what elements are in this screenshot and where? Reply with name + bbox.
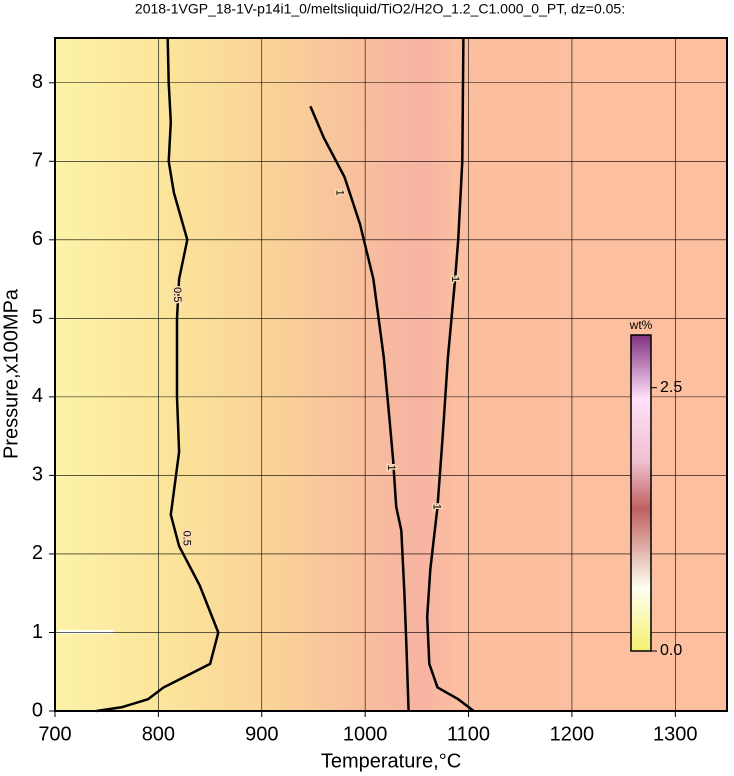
x-tick-label: 800	[142, 723, 175, 745]
x-axis-label: Temperature,°C	[321, 750, 461, 772]
x-tick-label: 1200	[550, 723, 595, 745]
y-tick-label: 4	[32, 385, 43, 407]
colorbar	[630, 334, 652, 652]
y-tick-label: 5	[32, 307, 43, 329]
y-axis-label: Pressure,x100MPa	[0, 288, 22, 459]
plot-background	[55, 38, 727, 711]
x-tick-label: 700	[38, 723, 71, 745]
y-tick-label: 0	[32, 699, 43, 721]
x-tick-label: 900	[245, 723, 278, 745]
y-tick-label: 7	[32, 150, 43, 172]
y-tick-label: 8	[32, 71, 43, 93]
contour-label: 1	[333, 190, 345, 196]
y-tick-label: 1	[32, 621, 43, 643]
x-tick-label: 1100	[447, 723, 490, 745]
y-tick-label: 2	[32, 542, 43, 564]
chart-title: 2018-1VGP_18-1V-p14i1_0/meltsliquid/TiO2…	[135, 1, 625, 17]
contour-label: 1	[431, 504, 443, 510]
contour-line	[309, 105, 410, 712]
x-tick-label: 1300	[653, 723, 698, 745]
colorbar-tick-label: 2.5	[660, 379, 682, 396]
contour-line	[96, 37, 220, 713]
x-tick-label: 1000	[343, 723, 388, 745]
y-tick-label: 3	[32, 464, 43, 486]
y-tick-label: 6	[32, 228, 43, 250]
contour-line	[425, 37, 475, 712]
plot-frame	[54, 37, 728, 712]
contour-label: 0.5	[171, 287, 183, 302]
contour-label: 0.5	[180, 531, 192, 546]
colorbar-label: wt%	[629, 318, 653, 332]
colorbar-tick-label: 0.0	[660, 642, 682, 659]
contour-label: 1	[385, 464, 397, 470]
contour-label: 1	[449, 276, 461, 282]
